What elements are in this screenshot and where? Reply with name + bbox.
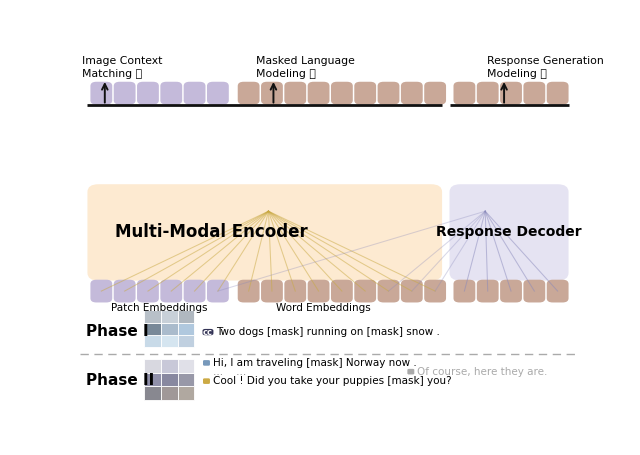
Text: cc: cc	[203, 328, 213, 337]
FancyBboxPatch shape	[237, 82, 260, 105]
FancyBboxPatch shape	[114, 82, 136, 105]
Text: Of course, here they are.: Of course, here they are.	[417, 367, 548, 377]
FancyBboxPatch shape	[202, 329, 213, 335]
FancyBboxPatch shape	[424, 82, 446, 105]
FancyBboxPatch shape	[547, 82, 568, 105]
FancyBboxPatch shape	[401, 82, 423, 105]
FancyBboxPatch shape	[184, 280, 205, 303]
Bar	[161, 310, 177, 323]
FancyBboxPatch shape	[137, 280, 159, 303]
Text: Phase II: Phase II	[86, 373, 154, 388]
Text: Word Embeddings: Word Embeddings	[276, 303, 371, 313]
FancyBboxPatch shape	[524, 82, 545, 105]
Bar	[145, 310, 161, 323]
FancyBboxPatch shape	[331, 280, 353, 303]
FancyBboxPatch shape	[500, 82, 522, 105]
Text: Response Decoder: Response Decoder	[436, 225, 582, 239]
FancyBboxPatch shape	[203, 360, 210, 366]
FancyBboxPatch shape	[355, 82, 376, 105]
Text: Masked Language
Modeling 🤖: Masked Language Modeling 🤖	[256, 56, 355, 79]
Text: Phase I: Phase I	[86, 324, 148, 339]
Bar	[161, 359, 177, 373]
Text: Cool ! Did you take your puppies [mask] you?: Cool ! Did you take your puppies [mask] …	[213, 376, 452, 386]
Bar	[145, 323, 161, 335]
FancyBboxPatch shape	[207, 280, 229, 303]
FancyBboxPatch shape	[449, 184, 568, 281]
Bar	[145, 386, 161, 399]
FancyBboxPatch shape	[184, 82, 205, 105]
FancyBboxPatch shape	[424, 280, 446, 303]
Bar	[145, 359, 161, 373]
Text: Two dogs [mask] running on [mask] snow .: Two dogs [mask] running on [mask] snow .	[216, 327, 440, 337]
FancyBboxPatch shape	[378, 82, 399, 105]
FancyBboxPatch shape	[114, 280, 136, 303]
Bar	[161, 323, 177, 335]
Bar	[177, 359, 194, 373]
FancyBboxPatch shape	[454, 280, 476, 303]
FancyBboxPatch shape	[331, 82, 353, 105]
FancyBboxPatch shape	[261, 280, 283, 303]
FancyBboxPatch shape	[308, 280, 330, 303]
Text: Image Context
Matching 🧩: Image Context Matching 🧩	[83, 56, 163, 79]
FancyBboxPatch shape	[90, 280, 112, 303]
FancyBboxPatch shape	[88, 184, 442, 281]
FancyBboxPatch shape	[161, 82, 182, 105]
FancyBboxPatch shape	[207, 82, 229, 105]
Bar	[177, 335, 194, 347]
FancyBboxPatch shape	[524, 280, 545, 303]
FancyBboxPatch shape	[161, 280, 182, 303]
Bar	[145, 373, 161, 386]
Text: Hi, I am traveling [mask] Norway now .: Hi, I am traveling [mask] Norway now .	[213, 358, 417, 368]
FancyBboxPatch shape	[237, 280, 260, 303]
FancyBboxPatch shape	[261, 82, 283, 105]
FancyBboxPatch shape	[284, 82, 306, 105]
FancyBboxPatch shape	[454, 82, 476, 105]
Bar	[177, 310, 194, 323]
FancyBboxPatch shape	[500, 280, 522, 303]
FancyBboxPatch shape	[284, 280, 306, 303]
Bar	[161, 335, 177, 347]
Text: Patch Embeddings: Patch Embeddings	[111, 303, 207, 313]
FancyBboxPatch shape	[355, 280, 376, 303]
FancyBboxPatch shape	[308, 82, 330, 105]
FancyBboxPatch shape	[477, 82, 499, 105]
Text: ...    ...: ... ...	[213, 367, 246, 377]
FancyBboxPatch shape	[137, 82, 159, 105]
Bar	[177, 323, 194, 335]
FancyBboxPatch shape	[90, 82, 112, 105]
Bar	[177, 386, 194, 399]
Bar	[161, 386, 177, 399]
Bar	[145, 335, 161, 347]
Bar	[161, 373, 177, 386]
Text: Response Generation
Modeling 🌳: Response Generation Modeling 🌳	[486, 56, 604, 79]
FancyBboxPatch shape	[378, 280, 399, 303]
FancyBboxPatch shape	[203, 378, 210, 384]
Bar	[177, 373, 194, 386]
FancyBboxPatch shape	[401, 280, 423, 303]
FancyBboxPatch shape	[547, 280, 568, 303]
FancyBboxPatch shape	[408, 369, 414, 374]
Text: Multi-Modal Encoder: Multi-Modal Encoder	[115, 223, 308, 242]
FancyBboxPatch shape	[477, 280, 499, 303]
